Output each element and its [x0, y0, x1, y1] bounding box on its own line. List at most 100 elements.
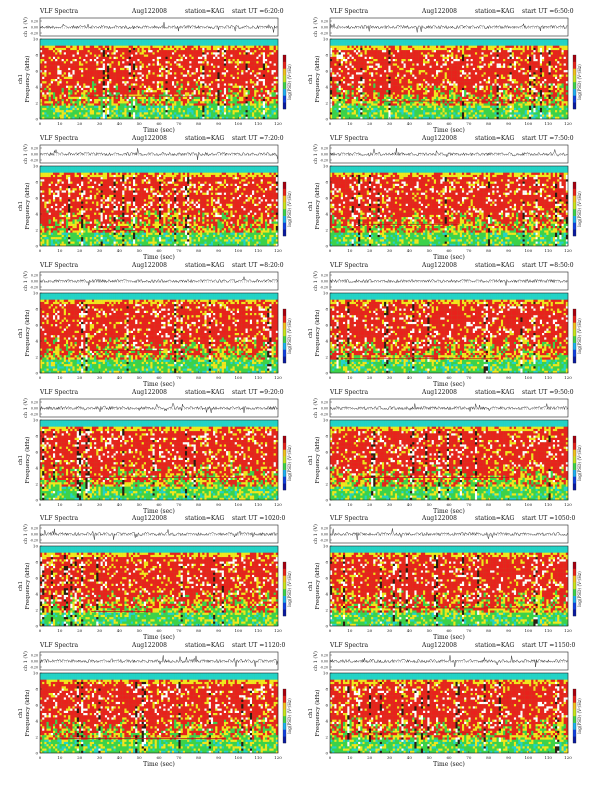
spectrogram-cell — [66, 63, 68, 65]
spectrogram-cell — [75, 43, 77, 45]
spectrogram-cell — [40, 63, 42, 65]
spectrogram-cell — [75, 66, 77, 68]
spectrogram-cell — [88, 86, 90, 88]
spectrogram-cell — [57, 63, 59, 65]
spectrogram-cell — [77, 112, 79, 114]
spectrogram-cell — [51, 99, 53, 101]
spectrogram-cell — [88, 70, 90, 72]
spectrogram-cell — [53, 52, 55, 54]
spectrogram-cell — [90, 66, 92, 68]
spectrogram-cell — [57, 50, 59, 52]
spectrogram-cell — [57, 70, 59, 72]
spectrogram-cell — [72, 55, 74, 57]
spectrogram-cell — [55, 68, 57, 70]
spectrogram-cell — [81, 66, 83, 68]
spectrogram-cell — [55, 106, 57, 108]
spectrogram-cell — [59, 46, 61, 48]
spectrogram-cell — [44, 81, 46, 83]
spectrogram-cell — [49, 63, 51, 65]
spectrogram-cell — [46, 79, 48, 81]
spectrogram-cell — [77, 97, 79, 99]
spectrogram-cell — [81, 57, 83, 59]
spectrogram-cell — [83, 50, 85, 52]
spectrogram-cell — [75, 86, 77, 88]
spectrogram-cell — [44, 50, 46, 52]
spectrogram-cell — [62, 95, 64, 97]
spectrogram-cell — [66, 86, 68, 88]
spectrogram-cell — [46, 99, 48, 101]
spectrogram-cell — [90, 52, 92, 54]
spectrogram-cell — [88, 101, 90, 103]
spectrogram-cell — [59, 39, 61, 41]
spectrogram-cell — [88, 52, 90, 54]
spectrogram-cell — [42, 50, 44, 52]
spectrogram-cell — [66, 103, 68, 105]
spectrogram-cell — [40, 77, 42, 79]
spectrogram-cell — [40, 83, 42, 85]
spectrogram-cell — [88, 59, 90, 61]
spectrogram-cell — [64, 43, 66, 45]
spectrogram-cell — [83, 90, 85, 92]
spectrogram-cell — [85, 95, 87, 97]
spectrogram-cell — [51, 52, 53, 54]
spectrogram-cell — [44, 99, 46, 101]
spectrogram-cell — [42, 72, 44, 74]
spectrogram-cell — [70, 83, 72, 85]
spectrogram-cell — [40, 112, 42, 114]
panel-start-time: start UT =6:20:0 — [232, 8, 284, 15]
spectrogram-cell — [49, 46, 51, 48]
spectrogram-cell — [90, 83, 92, 85]
panel-6-20-0: VLF Spectra Aug122008 station=KAG start UT … — [18, 8, 292, 134]
spectrogram-cell — [72, 106, 74, 108]
spectrogram-cell — [81, 61, 83, 63]
spectrogram-cell — [55, 46, 57, 48]
spectrogram-cell — [77, 75, 79, 77]
spectrogram-cell — [53, 83, 55, 85]
spectrogram-cell — [55, 57, 57, 59]
spectrogram-cell — [55, 72, 57, 74]
spectrogram-cell — [92, 112, 94, 114]
spectrogram-cell — [68, 68, 70, 70]
spectrogram-cell — [44, 68, 46, 70]
spectrogram-cell — [59, 95, 61, 97]
spectrogram-cell — [77, 86, 79, 88]
spectrogram-cell — [90, 43, 92, 45]
spectrogram-cell — [77, 43, 79, 45]
spectrogram-cell — [40, 66, 42, 68]
spectrogram-cell — [92, 110, 94, 112]
spectrogram-cell — [90, 108, 92, 110]
spectrogram-cell — [59, 90, 61, 92]
spectrogram-cell — [40, 70, 42, 72]
spectrogram-cell — [53, 112, 55, 114]
spectrogram-cell — [49, 72, 51, 74]
spectrogram-cell — [51, 61, 53, 63]
spectrogram-cell — [40, 106, 42, 108]
spectrogram-cell — [57, 115, 59, 117]
spectrogram-cell — [70, 48, 72, 50]
spectrogram-cell — [92, 99, 94, 101]
spectrogram-cell — [49, 101, 51, 103]
spectrogram-cell — [59, 88, 61, 90]
spectrogram-cell — [70, 55, 72, 57]
spectrogram-cell — [70, 77, 72, 79]
spectrogram-cell — [90, 88, 92, 90]
spectrogram-cell — [64, 92, 66, 94]
spectrogram-cell — [75, 99, 77, 101]
spectrogram-cell — [49, 83, 51, 85]
spectrogram-cell — [66, 55, 68, 57]
spectrogram-cell — [90, 95, 92, 97]
spectrogram-cell — [51, 86, 53, 88]
spectrogram-cell — [53, 108, 55, 110]
spectrogram-cell — [88, 39, 90, 41]
spectrogram-cell — [83, 61, 85, 63]
spectrogram-cell — [79, 108, 81, 110]
spectrogram-cell — [79, 48, 81, 50]
spectrogram-cell — [44, 83, 46, 85]
spectrogram-cell — [42, 70, 44, 72]
spectrogram-cell — [81, 88, 83, 90]
spectrogram-cell — [51, 39, 53, 41]
spectrogram-cell — [81, 46, 83, 48]
spectrogram-cell — [70, 63, 72, 65]
spectrogram-cell — [66, 99, 68, 101]
spectrogram-cell — [68, 75, 70, 77]
